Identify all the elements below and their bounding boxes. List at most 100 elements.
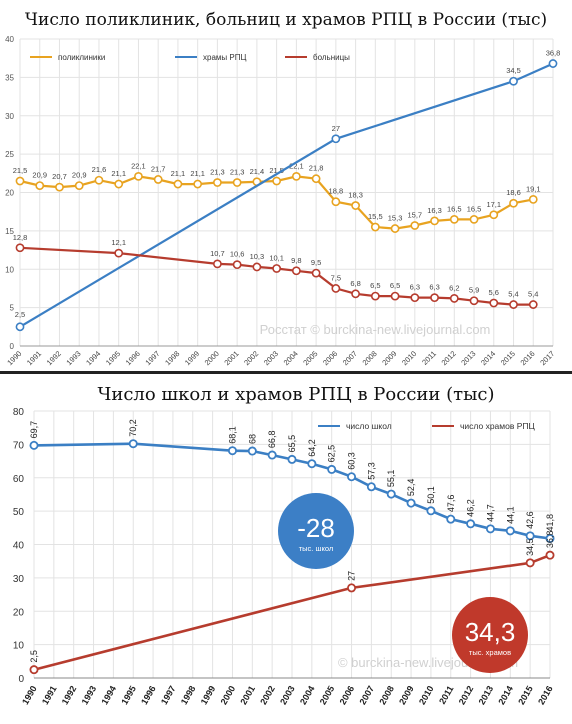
x-tick-label: 1993 [80,684,99,706]
point-clinics [390,224,400,233]
data-label-schools: 68,1 [227,426,237,444]
x-tick-label: 2004 [298,684,317,706]
point-clinics [370,222,380,232]
x-tick-label: 1996 [124,349,142,367]
x-tick-label: 2013 [459,349,477,367]
point-clinics [528,195,538,204]
data-label-schools: 47,6 [446,495,456,513]
point-clinics [311,174,321,184]
data-label-schools: 50,1 [426,486,436,504]
x-tick-label: 2002 [242,349,260,367]
x-tick-label: 2010 [400,349,418,367]
data-label-hospitals: 5,9 [469,286,479,295]
data-label-schools: 55,1 [386,470,396,488]
point-clinics [449,214,459,224]
x-tick-label: 2011 [437,684,455,706]
chart-bottom-title: Число школ и храмов РПЦ в России (тыс) [97,384,494,405]
data-label-hospitals: 7,5 [331,273,341,282]
x-tick-label: 2016 [519,349,537,367]
data-label-clinics: 21,1 [190,169,205,178]
data-label-clinics: 22,1 [131,161,146,170]
data-label-churches2: 34,5 [525,538,535,556]
y-tick-label: 50 [13,507,25,518]
point-schools [247,446,257,456]
data-label-churches: 34,5 [506,66,521,75]
data-label-clinics: 20,9 [72,171,87,180]
x-tick-label: 2009 [397,684,416,706]
annotation-bubble [278,493,354,569]
data-label-schools: 65,5 [287,435,297,453]
point-churches [331,134,341,144]
data-label-schools: 57,3 [366,462,376,480]
x-tick-label: 2016 [536,684,555,706]
point-churches2 [545,550,555,560]
point-hospitals [252,262,262,272]
point-hospitals [390,291,400,301]
data-label-schools: 66,8 [267,431,277,449]
point-clinics [213,178,222,187]
data-label-hospitals: 9,5 [311,258,321,267]
y-tick-label: 20 [5,189,14,198]
data-label-clinics: 21,5 [13,166,28,175]
data-label-schools: 41,8 [545,514,555,532]
point-clinics [291,171,301,181]
point-hospitals [213,259,222,269]
point-clinics [489,210,499,220]
point-churches [15,322,25,332]
x-tick-label: 1996 [139,684,158,706]
legend-label-hospitals: больницы [313,53,350,62]
x-tick-label: 2001 [238,684,257,706]
point-hospitals [291,266,301,276]
point-clinics [410,221,420,230]
x-tick-label: 2015 [516,684,535,706]
legend-label-schools: число школ [346,421,392,431]
x-tick-label: 2008 [377,684,396,706]
point-schools [485,524,495,534]
data-label-clinics: 15,3 [388,214,403,223]
data-label-hospitals: 6,5 [370,281,380,290]
point-hospitals [469,296,479,306]
data-label-hospitals: 10,1 [269,253,284,262]
data-label-hospitals: 6,3 [429,283,439,292]
x-tick-label: 2003 [278,684,297,706]
x-tick-label: 1997 [143,349,161,367]
point-hospitals [272,264,282,273]
point-clinics [232,178,242,187]
point-schools [327,464,337,474]
data-label-clinics: 21,5 [269,166,284,175]
y-tick-label: 15 [5,227,14,236]
x-tick-label: 2015 [499,349,517,367]
x-tick-label: 1995 [104,349,122,367]
data-label-hospitals: 6,8 [350,279,360,288]
point-clinics [94,175,104,185]
x-tick-label: 2008 [361,349,379,367]
point-hospitals [489,298,499,308]
y-tick-label: 5 [10,304,15,313]
point-hospitals [331,284,341,293]
point-schools [426,506,436,516]
y-tick-label: 20 [13,607,25,618]
chart-top-watermark: Росстат © burckina-new.livejournal.com [260,322,491,337]
point-hospitals [232,260,242,270]
y-tick-label: 30 [5,112,14,121]
y-tick-label: 40 [5,35,14,44]
data-label-schools: 64,2 [307,439,317,457]
data-label-hospitals: 12,8 [13,233,28,242]
point-clinics [74,181,84,190]
x-tick-label: 2014 [479,349,497,367]
data-label-clinics: 18,3 [348,191,363,200]
data-label-hospitals: 5,4 [508,290,518,299]
data-label-hospitals: 6,5 [390,281,400,290]
x-tick-label: 1990 [20,684,39,706]
data-label-hospitals: 5,4 [528,290,538,299]
data-label-schools: 52,4 [406,479,416,497]
data-label-churches2: 36,8 [545,531,555,549]
point-schools [406,498,416,508]
point-hospitals [351,289,360,299]
data-label-schools: 70,2 [128,419,138,437]
point-clinics [430,216,439,226]
x-tick-label: 1991 [25,349,43,367]
data-label-churches2: 27 [347,571,357,581]
point-clinics [153,175,163,184]
data-label-schools: 62,5 [327,445,337,463]
